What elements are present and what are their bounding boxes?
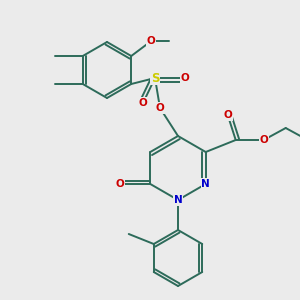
Text: O: O: [139, 98, 147, 108]
Text: N: N: [201, 179, 210, 189]
Text: O: O: [147, 36, 156, 46]
Text: O: O: [116, 179, 125, 189]
Text: S: S: [151, 71, 159, 85]
Text: N: N: [174, 195, 182, 205]
Text: O: O: [156, 103, 164, 113]
Text: O: O: [259, 135, 268, 145]
Text: O: O: [181, 73, 189, 83]
Text: O: O: [223, 110, 232, 120]
